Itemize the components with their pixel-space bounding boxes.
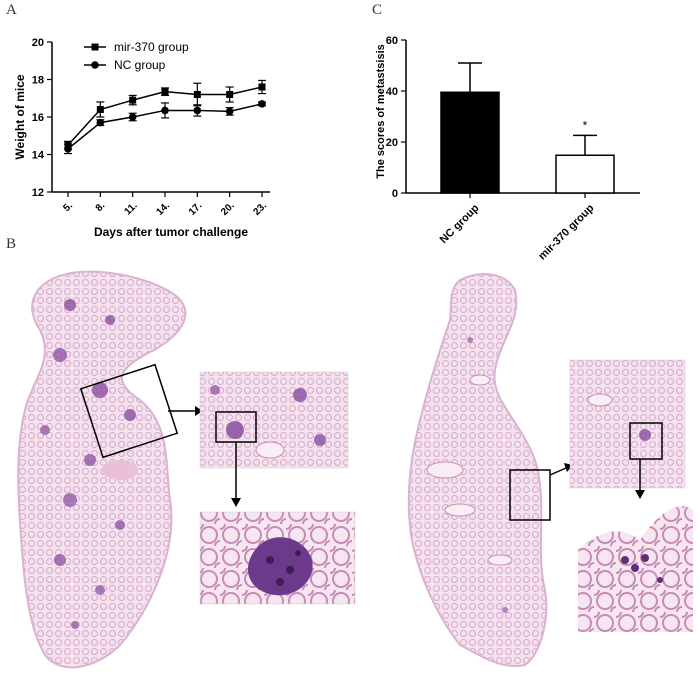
y-tick-label: 20 bbox=[386, 137, 398, 149]
y-tick-label: 16 bbox=[32, 112, 44, 124]
panel-label-b: B bbox=[6, 236, 17, 252]
data-point bbox=[193, 106, 202, 115]
legend-marker-0 bbox=[91, 43, 99, 51]
bar-1 bbox=[555, 154, 615, 194]
data-point bbox=[128, 113, 137, 121]
y-tick-label: 14 bbox=[32, 150, 45, 162]
data-point bbox=[96, 106, 104, 113]
right-roi-box bbox=[509, 469, 551, 521]
panel-label-a: A bbox=[6, 2, 17, 18]
y-tick-label: 12 bbox=[32, 187, 44, 199]
x-tick-label: 5. bbox=[61, 200, 75, 214]
legend-marker-1 bbox=[91, 61, 99, 69]
data-point bbox=[193, 91, 201, 98]
y-tick-label: 60 bbox=[386, 35, 398, 47]
y-axis-label: Weight of mice bbox=[13, 74, 27, 159]
y-tick-label: 40 bbox=[386, 86, 398, 98]
data-point bbox=[225, 107, 234, 116]
data-point bbox=[64, 145, 72, 153]
significance-marker: * bbox=[583, 118, 588, 132]
left-roi-box bbox=[79, 363, 179, 459]
right-inner-roi-box bbox=[629, 422, 663, 460]
lung-histology-panel bbox=[17, 270, 693, 669]
legend-label-1: NC group bbox=[114, 58, 166, 72]
left-zoom-medium bbox=[199, 371, 349, 469]
data-point bbox=[161, 106, 169, 115]
data-point bbox=[258, 100, 266, 108]
y-axis-label: The scores of metastsisis bbox=[375, 44, 387, 179]
x-tick-label: NC group bbox=[438, 202, 482, 246]
right-zoom-medium bbox=[569, 359, 686, 489]
x-tick-label: 14. bbox=[154, 200, 172, 218]
data-point bbox=[226, 91, 234, 98]
left-zoom-high bbox=[199, 511, 356, 605]
x-tick-label: 8. bbox=[94, 200, 108, 214]
right-lung-section bbox=[407, 273, 548, 667]
x-tick-label: 11. bbox=[123, 200, 140, 217]
legend-label-0: mir-370 group bbox=[114, 40, 189, 54]
panel-label-c: C bbox=[372, 2, 383, 18]
data-point bbox=[258, 83, 266, 91]
bar-0 bbox=[440, 91, 500, 194]
x-tick-label: 17. bbox=[187, 200, 205, 218]
x-axis-label: Days after tumor challenge bbox=[94, 225, 248, 239]
data-point bbox=[129, 96, 137, 104]
y-tick-label: 20 bbox=[32, 37, 44, 49]
x-tick-label: 23. bbox=[251, 200, 269, 218]
data-point bbox=[161, 88, 169, 96]
y-tick-label: 18 bbox=[32, 75, 44, 87]
x-tick-label: mir-370 group bbox=[536, 202, 597, 260]
right-zoom-high bbox=[578, 502, 693, 632]
x-tick-label: 20. bbox=[219, 200, 237, 218]
y-tick-label: 0 bbox=[392, 188, 398, 200]
weight-line-chart: 12 14 16 18 20 5. 8. 11. 14. 17. 20. 23.Days after … bbox=[13, 37, 270, 239]
data-point bbox=[96, 118, 105, 127]
left-lung-section bbox=[17, 270, 187, 669]
